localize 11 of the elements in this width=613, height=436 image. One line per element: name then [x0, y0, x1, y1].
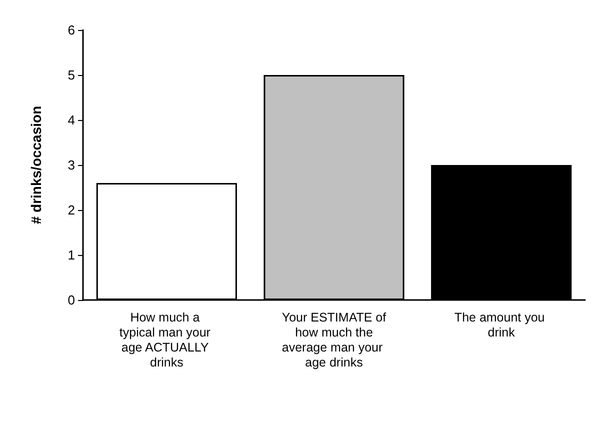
x-tick-label: Your ESTIMATE of how much the average man your age drinks — [282, 310, 387, 370]
y-tick-label: 4 — [68, 112, 75, 128]
y-tick-label: 5 — [68, 68, 75, 82]
x-tick-label: The amount you drink — [454, 310, 548, 340]
y-tick-label: 0 — [68, 292, 75, 308]
y-axis-title: # drinks/occasion — [28, 106, 44, 224]
y-tick-label: 2 — [68, 202, 75, 218]
y-tick-label: 6 — [68, 22, 75, 38]
x-tick-label: How much a typical man your age ACTUALLY drinks — [119, 310, 214, 370]
y-tick-label: 1 — [68, 248, 75, 262]
y-tick-label: 3 — [68, 158, 75, 172]
